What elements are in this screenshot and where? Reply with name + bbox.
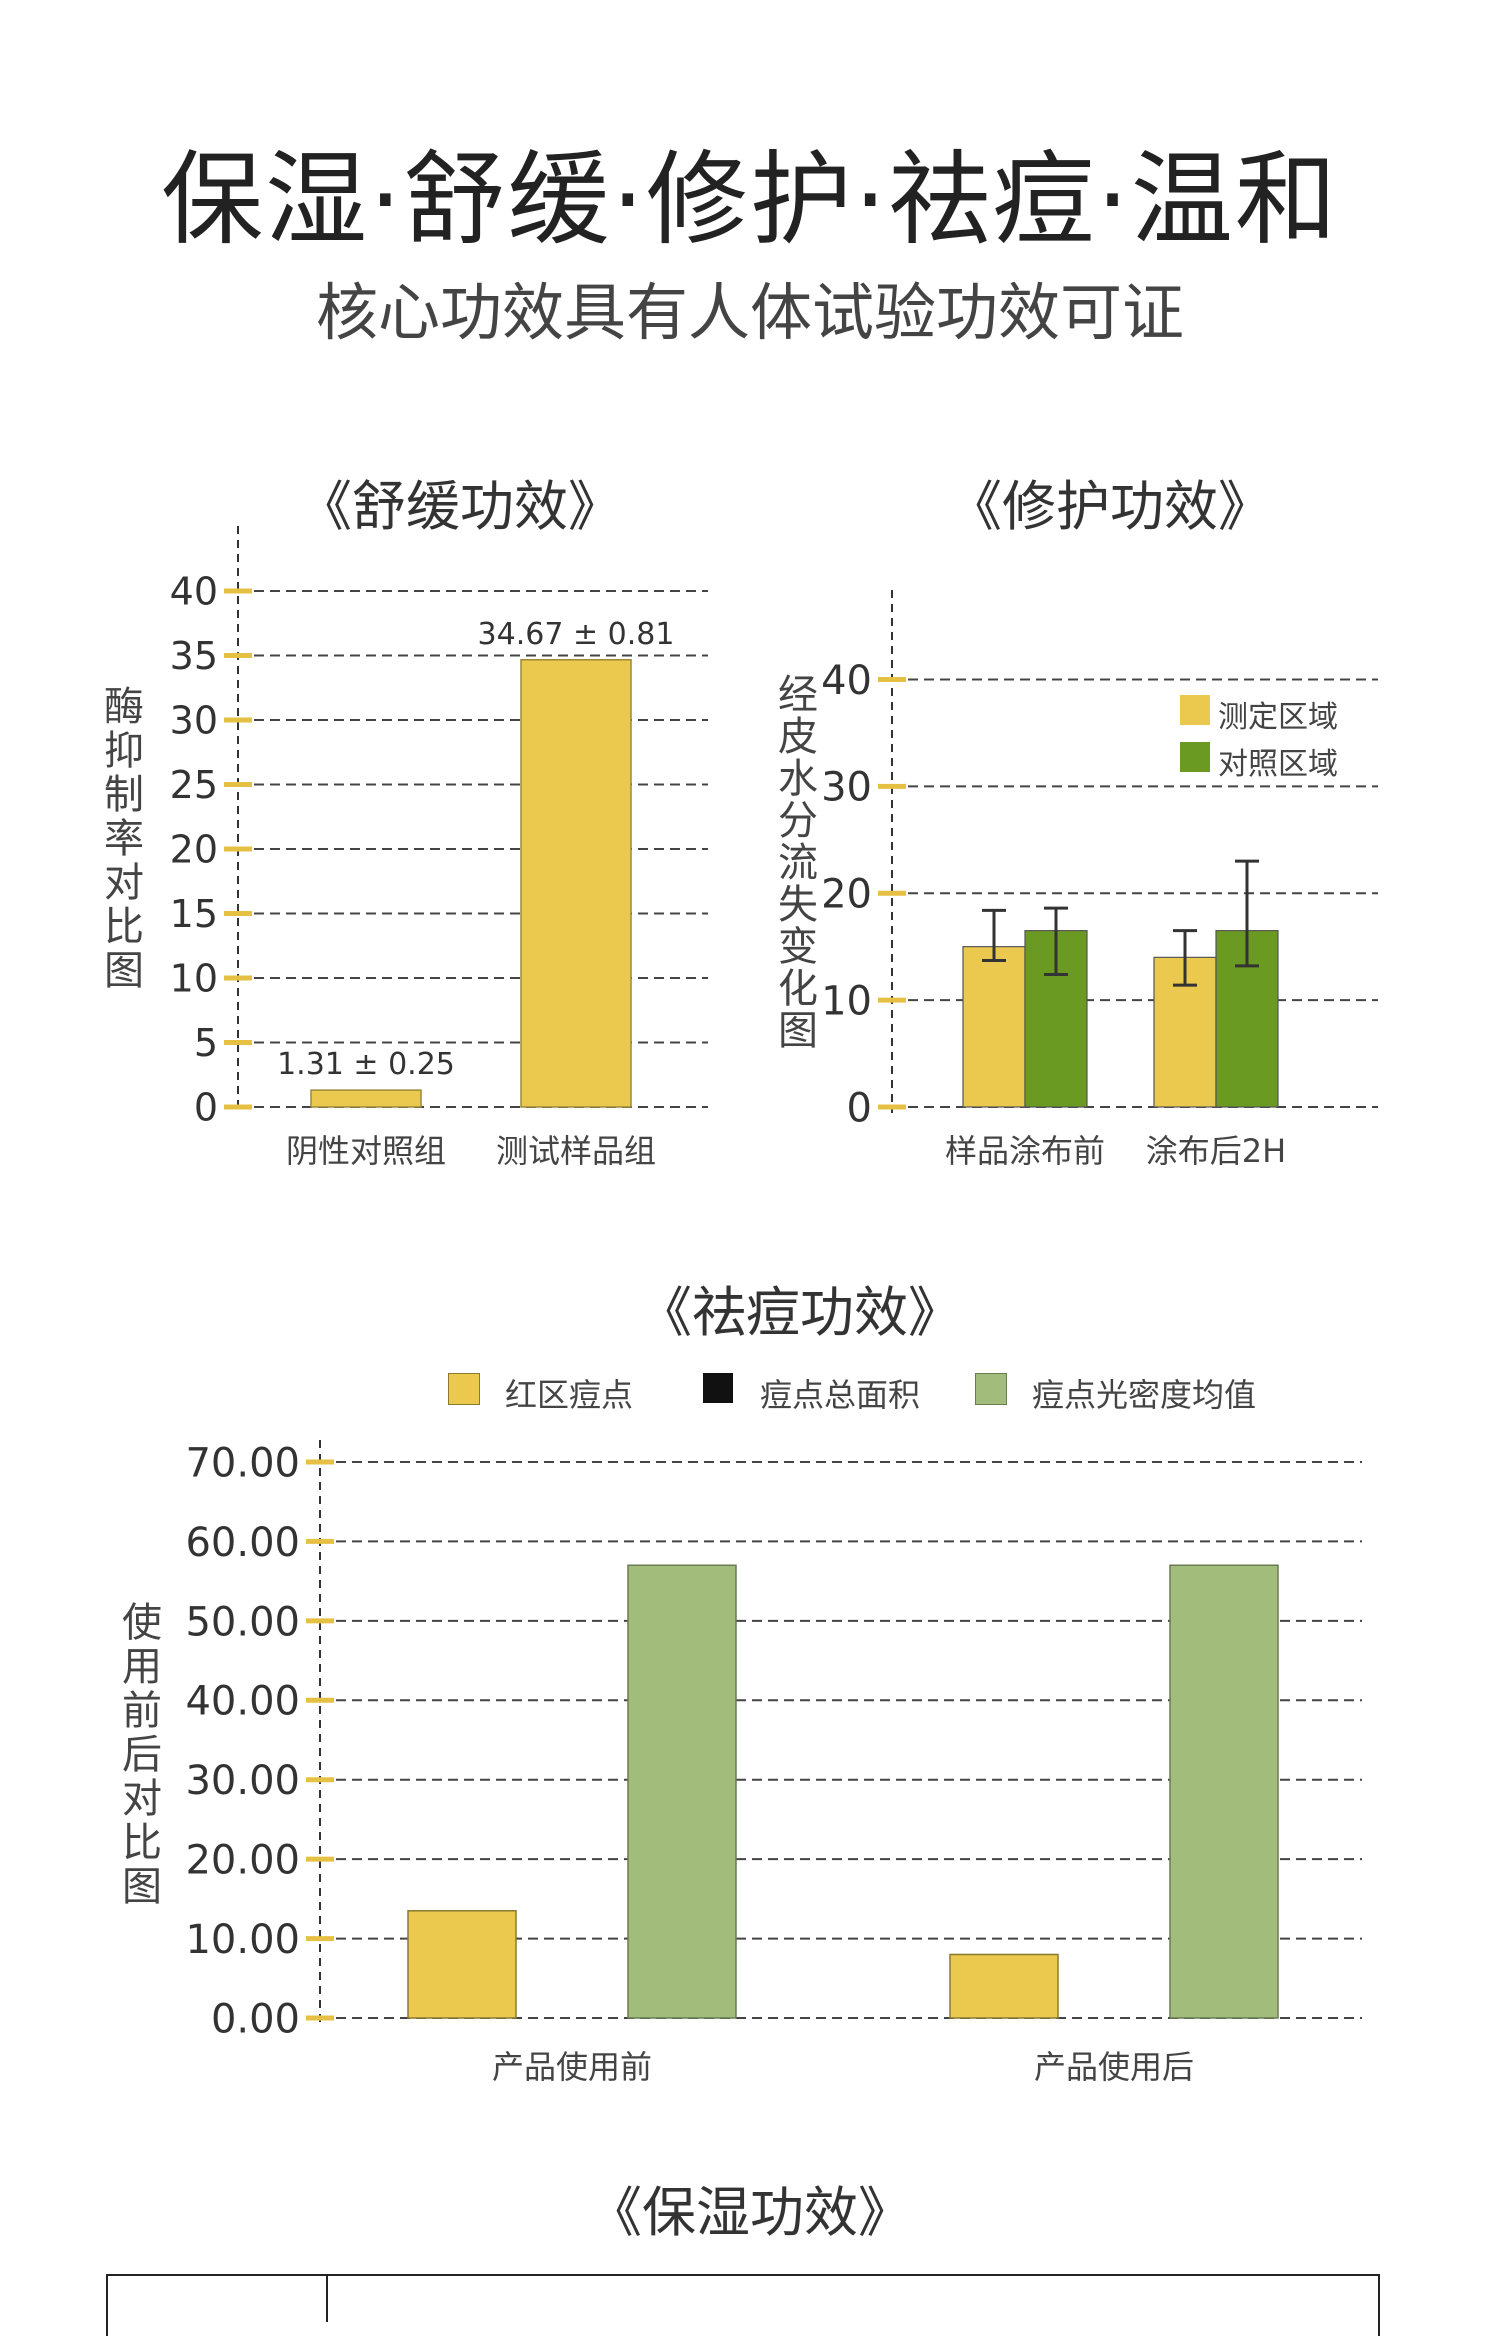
chart3-category-label: 产品使用前 xyxy=(492,2048,652,2086)
legend-label-control: 对照区域 xyxy=(1218,747,1338,782)
chart1-data-label: 1.31 ± 0.25 xyxy=(277,1047,455,1082)
chart2-ylabel-char: 水 xyxy=(778,756,818,802)
chart1-tick-label: 20 xyxy=(170,828,218,872)
legend-label-red-zone: 红区痘点 xyxy=(505,1376,634,1414)
chart2-tick-label: 30 xyxy=(821,765,872,811)
chart1-tick-label: 5 xyxy=(194,1021,218,1065)
chart2-ylabel-char: 流 xyxy=(778,840,818,886)
chart1-ylabel-char: 抑 xyxy=(104,728,144,774)
chart1-title: 《舒缓功效》 xyxy=(298,475,622,538)
chart3-tick-label: 0.00 xyxy=(211,1996,300,2042)
legend-label-measured: 测定区域 xyxy=(1218,700,1338,735)
chart3-tick-label: 60.00 xyxy=(185,1520,300,1566)
chart1-tick-label: 0 xyxy=(194,1086,218,1130)
chart3-ylabel-char: 使 xyxy=(122,1600,162,1646)
chart2-bar xyxy=(962,946,1026,1108)
chart3-ylabel-char: 前 xyxy=(122,1688,162,1734)
chart2-tick-label: 40 xyxy=(821,658,872,704)
legend-swatch-optical-density xyxy=(975,1373,1007,1405)
chart3-tick-label: 50.00 xyxy=(185,1599,300,1645)
chart1-ylabel-char: 比 xyxy=(104,904,144,950)
legend-swatch-measured xyxy=(1180,695,1210,725)
chart2-ylabel-char: 分 xyxy=(778,798,818,844)
chart3-ylabel-char: 用 xyxy=(122,1644,162,1690)
chart3-bar xyxy=(949,1953,1059,2019)
chart1-ylabel-char: 酶 xyxy=(104,684,144,730)
chart1-tick-label: 40 xyxy=(170,570,218,614)
chart1-ylabel-char: 对 xyxy=(104,860,144,906)
chart2-ylabel-char: 变 xyxy=(778,924,818,970)
chart1-ylabel-char: 图 xyxy=(104,948,144,994)
chart3-ylabel-char: 图 xyxy=(122,1864,162,1910)
legend-label-optical-density: 痘点光密度均值 xyxy=(1032,1376,1257,1414)
table-frame xyxy=(106,2274,1380,2336)
legend-label-total-area: 痘点总面积 xyxy=(760,1376,921,1414)
chart3-bar xyxy=(627,1564,737,2019)
chart1-tick-label: 35 xyxy=(170,634,218,678)
chart3-ylabel-char: 对 xyxy=(122,1776,162,1822)
chart1-data-label: 34.67 ± 0.81 xyxy=(478,617,675,652)
chart1-ylabel-char: 率 xyxy=(104,816,144,862)
chart3-tick-label: 10.00 xyxy=(185,1917,300,1963)
chart2-ylabel-char: 失 xyxy=(778,882,818,928)
table-divider xyxy=(326,2274,328,2322)
chart1-bar xyxy=(310,1089,422,1108)
page-subtitle: 核心功效具有人体试验功效可证 xyxy=(315,276,1184,349)
chart1-category-label: 测试样品组 xyxy=(496,1132,656,1170)
chart2-ylabel-char: 经 xyxy=(778,672,818,718)
page-title: 保湿·舒缓·修护·祛痘·温和 xyxy=(161,141,1339,260)
chart3-category-label: 产品使用后 xyxy=(1034,2048,1194,2086)
chart3-tick-label: 40.00 xyxy=(185,1679,300,1725)
chart3-ylabel-char: 后 xyxy=(122,1732,162,1778)
chart2-bar xyxy=(1024,930,1088,1108)
chart2-tick-label: 0 xyxy=(847,1085,872,1131)
legend-swatch-red-zone xyxy=(448,1373,480,1405)
chart1-category-label: 阴性对照组 xyxy=(286,1132,446,1170)
chart3-tick-label: 30.00 xyxy=(185,1758,300,1804)
chart1-tick-label: 25 xyxy=(170,763,218,807)
chart2-tick-label: 20 xyxy=(821,872,872,918)
chart2-title: 《修护功效》 xyxy=(948,475,1272,538)
section4-title: 《保湿功效》 xyxy=(588,2181,912,2244)
chart1-tick-label: 30 xyxy=(170,699,218,743)
chart2-tick-label: 10 xyxy=(821,979,872,1025)
chart3-tick-label: 20.00 xyxy=(185,1838,300,1884)
chart3-bar xyxy=(1169,1564,1279,2019)
chart3-bar xyxy=(407,1910,517,2019)
chart2-ylabel-char: 化 xyxy=(778,966,818,1012)
chart2-ylabel-char: 图 xyxy=(778,1008,818,1054)
chart2-category-label: 样品涂布前 xyxy=(945,1132,1105,1170)
chart1-ylabel-char: 制 xyxy=(104,772,144,818)
chart3-title: 《祛痘功效》 xyxy=(638,1281,962,1344)
chart1-bar xyxy=(520,659,632,1108)
chart3-tick-label: 70.00 xyxy=(185,1440,300,1486)
chart2-category-label: 涂布后2H xyxy=(1146,1132,1286,1170)
legend-swatch-total-area xyxy=(703,1373,733,1403)
chart3-ylabel-char: 比 xyxy=(122,1820,162,1866)
legend-swatch-control xyxy=(1180,742,1210,772)
chart1-tick-label: 10 xyxy=(170,957,218,1001)
chart2-ylabel-char: 皮 xyxy=(778,714,818,760)
chart1-tick-label: 15 xyxy=(170,892,218,936)
